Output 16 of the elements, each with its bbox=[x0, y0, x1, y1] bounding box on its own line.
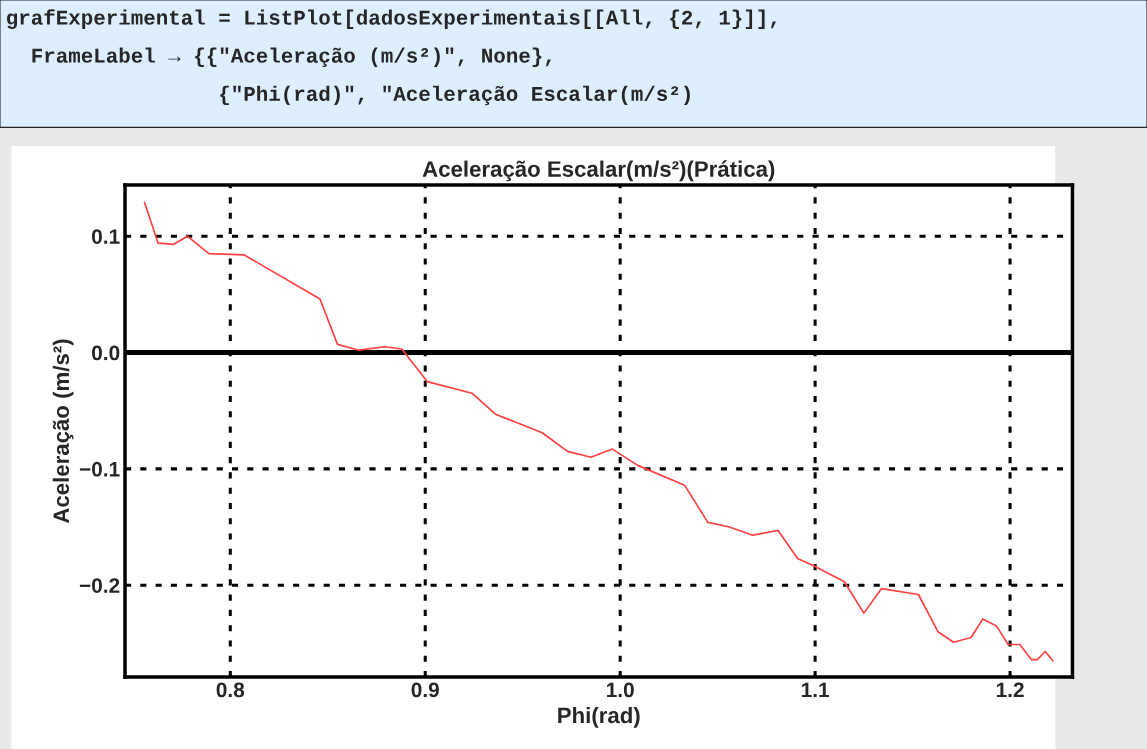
x-tick-label: 0.8 bbox=[216, 682, 245, 698]
y-axis-title: Aceleração (m/s²) bbox=[52, 339, 74, 524]
chart-title: Aceleração Escalar(m/s²)(Prática) bbox=[422, 160, 775, 182]
x-axis-title: Phi(rad) bbox=[558, 706, 640, 728]
line-series bbox=[143, 201, 1054, 662]
x-tick-label: 1.2 bbox=[996, 682, 1024, 698]
y-tick-label: 0.1 bbox=[92, 229, 120, 244]
text: FrameLabel → {{"Aceleração (m/s²)", None}, bbox=[32, 47, 551, 68]
x-tick-label: 1.0 bbox=[607, 682, 634, 698]
text: grafExperimental = ListPlot[dadosExperimentais[[All, {2, 1}]], bbox=[7, 9, 776, 30]
y-tick-label: −0.2 bbox=[79, 578, 120, 593]
x-tick-label: 0.9 bbox=[411, 682, 439, 698]
y-tick-label: −0.1 bbox=[79, 461, 120, 477]
y-tick-label: 0.0 bbox=[92, 345, 120, 361]
text: {"Phi(rad)", "Aceleração Escalar(m/s²) bbox=[220, 85, 690, 106]
x-tick-label: 1.1 bbox=[801, 682, 830, 698]
